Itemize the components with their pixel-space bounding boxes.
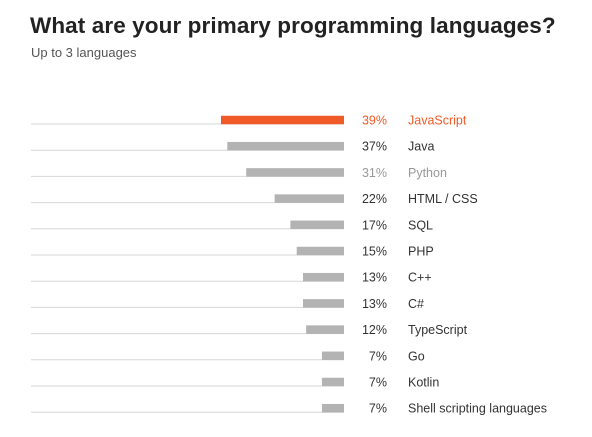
bar-go — [321, 351, 344, 361]
value-label-c: 13% — [362, 271, 387, 285]
bar-row-c: 13% C++ — [31, 271, 432, 285]
bar-shell-scripting-languages — [321, 403, 344, 413]
value-label-html-css: 22% — [362, 192, 387, 206]
category-label-shell-scripting-languages: Shell scripting languages — [408, 402, 547, 416]
category-label-python: Python — [408, 166, 447, 180]
bar-row-java: 37% Java — [31, 140, 434, 154]
bar-row-javascript: 39% JavaScript — [31, 114, 467, 128]
category-label-sql: SQL — [408, 218, 433, 232]
category-label-c: C++ — [408, 271, 432, 285]
bar-python — [246, 168, 344, 177]
chart-title: What are your primary programming langua… — [30, 13, 556, 38]
bar-javascript — [221, 115, 344, 125]
value-label-shell-scripting-languages: 7% — [369, 402, 387, 416]
bar-row-sql: 17% SQL — [31, 218, 433, 232]
category-label-kotlin: Kotlin — [408, 376, 439, 390]
bar-java — [227, 141, 344, 151]
bar-typescript — [306, 325, 344, 334]
value-label-kotlin: 7% — [369, 376, 387, 390]
bar-row-php: 15% PHP — [31, 245, 434, 259]
value-label-php: 15% — [362, 245, 387, 259]
bar-row-typescript: 12% TypeScript — [31, 323, 468, 337]
bar-row-html-css: 22% HTML / CSS — [31, 192, 478, 206]
bar-row-shell-scripting-languages: 7% Shell scripting languages — [31, 402, 547, 416]
value-label-go: 7% — [369, 349, 387, 363]
bar-c — [303, 272, 344, 282]
bar-row-go: 7% Go — [31, 349, 425, 363]
category-label-html-css: HTML / CSS — [408, 192, 478, 206]
category-label-java: Java — [408, 140, 434, 154]
bar-row-python: 31% Python — [31, 166, 447, 180]
value-label-sql: 17% — [362, 218, 387, 232]
category-label-typescript: TypeScript — [408, 323, 468, 337]
bar-html-css — [274, 194, 344, 203]
category-label-javascript: JavaScript — [408, 114, 467, 128]
bar-sql — [290, 220, 344, 230]
value-label-c: 13% — [362, 297, 387, 311]
category-label-go: Go — [408, 349, 425, 363]
value-label-typescript: 12% — [362, 323, 387, 337]
category-label-c: C# — [408, 297, 424, 311]
value-label-java: 37% — [362, 140, 387, 154]
bar-kotlin — [321, 377, 344, 387]
bar-row-kotlin: 7% Kotlin — [31, 376, 439, 390]
bar-c — [303, 299, 344, 308]
bar-php — [296, 246, 344, 256]
category-label-php: PHP — [408, 245, 434, 259]
bar-row-c: 13% C# — [31, 297, 424, 311]
value-label-javascript: 39% — [362, 114, 387, 128]
chart-subtitle: Up to 3 languages — [31, 45, 137, 60]
value-label-python: 31% — [362, 166, 387, 180]
